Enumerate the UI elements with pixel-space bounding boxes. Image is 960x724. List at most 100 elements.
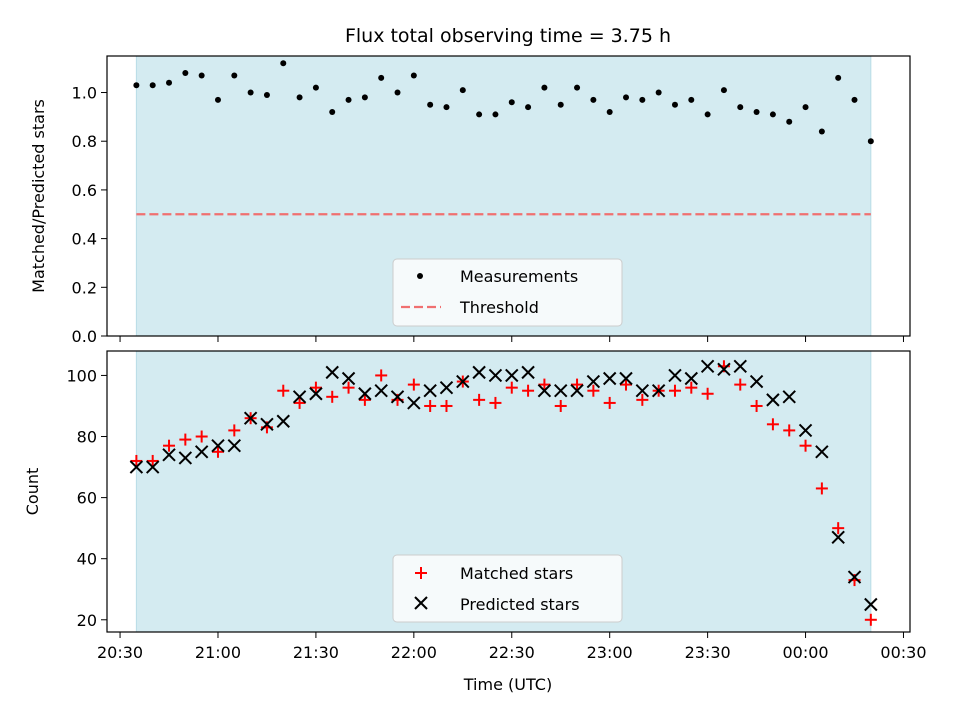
measurement-point — [329, 109, 336, 115]
measurement-point — [655, 89, 662, 96]
predicted-star-point — [178, 451, 193, 465]
legend-box — [392, 258, 623, 327]
measurement-point — [737, 104, 744, 111]
predicted-star-point — [651, 383, 666, 398]
predicted-star-point — [456, 374, 470, 389]
x-b — [472, 365, 486, 380]
x-tick-label: 00:30 — [880, 643, 926, 662]
x-b — [782, 390, 796, 404]
matched-star-point — [195, 430, 208, 443]
measurement-point — [574, 84, 581, 91]
measurement-point — [688, 96, 695, 103]
x-b — [651, 383, 666, 398]
predicted-star-point — [423, 383, 437, 398]
matched-star-point — [766, 418, 779, 431]
measurement-point — [492, 111, 499, 118]
x-b — [602, 371, 617, 386]
x-b — [178, 451, 193, 465]
predicted-star-point — [145, 460, 160, 474]
y-tick-label: 40 — [77, 550, 97, 569]
measurement-point — [361, 94, 368, 101]
matched-star-point — [734, 378, 747, 391]
measurement-point — [835, 74, 842, 81]
predicted-star-point — [798, 423, 813, 438]
measurement-point — [394, 89, 401, 96]
matched-star-point — [620, 378, 633, 391]
predicted-star-point — [309, 387, 323, 401]
measurement-point — [214, 96, 221, 103]
measurement-point — [541, 84, 548, 91]
x-b — [554, 383, 568, 398]
legend-box — [392, 554, 623, 623]
matched-star-point — [415, 567, 427, 579]
x-b — [847, 570, 862, 584]
predicted-star-point — [700, 359, 715, 373]
measurement-point — [443, 104, 450, 111]
x-tick-label: 22:00 — [391, 643, 437, 662]
predicted-star-point — [439, 380, 454, 395]
y-tick-label: 0.8 — [72, 132, 97, 151]
y-tick-label: 20 — [77, 611, 97, 630]
matched-star-point — [440, 399, 453, 412]
predicted-star-point — [227, 438, 242, 453]
predicted-star-point — [129, 460, 144, 474]
x-b — [309, 387, 323, 401]
predicted-star-point — [554, 383, 568, 398]
x-tick-label: 23:30 — [685, 643, 731, 662]
measurement-point — [149, 82, 156, 89]
matched-star-point — [799, 439, 812, 452]
x-b — [537, 383, 552, 398]
matched-star-point — [424, 399, 437, 412]
measurement-point — [557, 101, 564, 108]
top-panel: 0.0 0.2 0.4 0.6 0.8 1.0 Matched/Predicted star… — [29, 25, 911, 346]
measurement-point — [247, 89, 254, 96]
x-tick-label: 20:30 — [97, 643, 143, 662]
matched-star-point — [407, 378, 420, 391]
x-b — [194, 445, 209, 459]
predicted-star-point — [341, 371, 356, 386]
predicted-star-point — [602, 371, 617, 386]
predicted-star-point — [521, 365, 535, 380]
measurement-point — [623, 94, 630, 101]
bottom-panel: 20 40 60 80 100 20:30 21:00 21:30 22:00 22:30 23:0… — [23, 350, 927, 694]
measurement-point — [198, 72, 205, 79]
measurement-point — [427, 101, 434, 108]
legend-label: Threshold — [459, 298, 539, 317]
x-b — [407, 396, 421, 410]
matched-star-point — [375, 369, 388, 382]
y-tick-label: 100 — [66, 366, 97, 385]
predicted-star-point — [292, 390, 307, 404]
predicted-star-point — [472, 365, 486, 380]
x-b — [668, 368, 682, 383]
matched-star-point — [636, 393, 649, 406]
x-tick-label: 22:30 — [489, 643, 535, 662]
y-tick-label: 0.4 — [72, 230, 97, 249]
x-b — [325, 365, 339, 380]
x-b — [390, 390, 405, 404]
matched-star-point — [163, 439, 176, 452]
measurement-point — [867, 138, 874, 145]
x-b — [717, 362, 731, 377]
predicted-star-point — [749, 374, 764, 389]
measurement-point — [296, 94, 303, 101]
measurement-point — [786, 118, 793, 125]
x-b — [521, 365, 535, 380]
x-b — [162, 448, 176, 462]
chart-title: Flux total observing time = 3.75 h — [345, 25, 671, 47]
predicted-star-point — [243, 411, 258, 425]
matched-star-point — [864, 613, 877, 626]
y-tick-label: 60 — [77, 489, 97, 508]
x-tick-label: 23:00 — [587, 643, 633, 662]
measurement-point — [312, 84, 319, 91]
matched-star-point — [489, 396, 502, 409]
x-b — [260, 417, 274, 432]
x-b — [684, 371, 699, 386]
axes-frame — [106, 350, 911, 633]
measurement-point — [459, 87, 466, 94]
x-b — [864, 597, 878, 612]
x-b — [570, 383, 584, 398]
predicted-star-point — [260, 417, 274, 432]
measurement-point — [508, 99, 515, 106]
x-b — [635, 383, 650, 398]
